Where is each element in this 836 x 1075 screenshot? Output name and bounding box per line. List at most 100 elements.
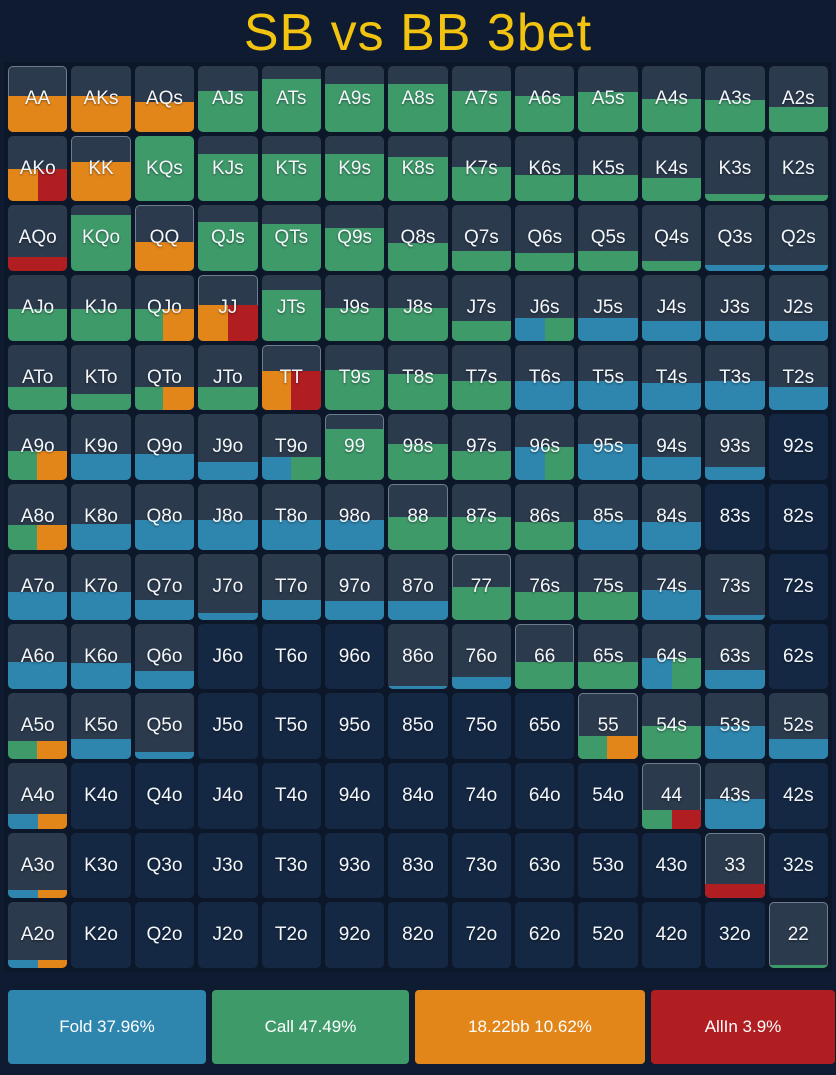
hand-cell-86s[interactable]: 86s bbox=[515, 484, 575, 550]
hand-cell-84o[interactable]: 84o bbox=[388, 762, 448, 829]
hand-cell-55[interactable]: 55 bbox=[578, 693, 638, 759]
hand-cell-76o[interactable]: 76o bbox=[451, 623, 512, 690]
hand-cell-98o[interactable]: 98o bbox=[324, 484, 385, 550]
hand-cell-qto[interactable]: QTo bbox=[134, 344, 195, 411]
hand-cell-ako[interactable]: AKo bbox=[8, 135, 68, 202]
hand-cell-94o[interactable]: 94o bbox=[324, 762, 385, 829]
hand-cell-jj[interactable]: JJ bbox=[198, 275, 258, 341]
hand-cell-95o[interactable]: 95o bbox=[324, 693, 385, 759]
hand-cell-k5s[interactable]: K5s bbox=[578, 135, 638, 202]
hand-cell-a7s[interactable]: A7s bbox=[451, 66, 512, 132]
hand-cell-a4o[interactable]: A4o bbox=[8, 762, 68, 829]
hand-cell-63s[interactable]: 63s bbox=[705, 623, 765, 690]
hand-cell-j3o[interactable]: J3o bbox=[198, 832, 258, 899]
hand-cell-t2s[interactable]: T2s bbox=[768, 344, 828, 411]
hand-cell-k2s[interactable]: K2s bbox=[768, 135, 828, 202]
hand-cell-k7o[interactable]: K7o bbox=[71, 553, 131, 620]
hand-cell-74o[interactable]: 74o bbox=[451, 762, 512, 829]
hand-cell-jts[interactable]: JTs bbox=[261, 275, 321, 341]
hand-cell-63o[interactable]: 63o bbox=[515, 832, 575, 899]
hand-cell-97o[interactable]: 97o bbox=[324, 553, 385, 620]
hand-cell-k6o[interactable]: K6o bbox=[71, 623, 131, 690]
hand-cell-j9s[interactable]: J9s bbox=[324, 275, 385, 341]
hand-cell-q4o[interactable]: Q4o bbox=[134, 762, 195, 829]
hand-cell-a3o[interactable]: A3o bbox=[8, 832, 68, 899]
hand-cell-ats[interactable]: ATs bbox=[261, 66, 321, 132]
hand-cell-tt[interactable]: TT bbox=[261, 344, 321, 411]
hand-cell-85s[interactable]: 85s bbox=[578, 484, 638, 550]
hand-cell-qjo[interactable]: QJo bbox=[134, 275, 195, 341]
hand-cell-kjo[interactable]: KJo bbox=[71, 275, 131, 341]
hand-cell-62o[interactable]: 62o bbox=[515, 902, 575, 968]
hand-cell-t7o[interactable]: T7o bbox=[261, 553, 321, 620]
hand-cell-k3s[interactable]: K3s bbox=[705, 135, 765, 202]
hand-cell-kts[interactable]: KTs bbox=[261, 135, 321, 202]
hand-cell-42s[interactable]: 42s bbox=[768, 762, 828, 829]
hand-cell-k8s[interactable]: K8s bbox=[388, 135, 448, 202]
hand-cell-aks[interactable]: AKs bbox=[71, 66, 131, 132]
hand-cell-kqs[interactable]: KQs bbox=[134, 135, 195, 202]
hand-cell-t3s[interactable]: T3s bbox=[705, 344, 765, 411]
hand-cell-ajo[interactable]: AJo bbox=[8, 275, 68, 341]
hand-cell-83s[interactable]: 83s bbox=[705, 484, 765, 550]
hand-cell-t4s[interactable]: T4s bbox=[641, 344, 702, 411]
hand-cell-54s[interactable]: 54s bbox=[641, 693, 702, 759]
hand-cell-t6s[interactable]: T6s bbox=[515, 344, 575, 411]
hand-cell-83o[interactable]: 83o bbox=[388, 832, 448, 899]
hand-cell-66[interactable]: 66 bbox=[515, 623, 575, 690]
hand-cell-t6o[interactable]: T6o bbox=[261, 623, 321, 690]
hand-cell-q6o[interactable]: Q6o bbox=[134, 623, 195, 690]
hand-cell-kqo[interactable]: KQo bbox=[71, 205, 131, 272]
hand-cell-96s[interactable]: 96s bbox=[515, 414, 575, 481]
hand-cell-j6o[interactable]: J6o bbox=[198, 623, 258, 690]
hand-cell-t9s[interactable]: T9s bbox=[324, 344, 385, 411]
hand-cell-a6o[interactable]: A6o bbox=[8, 623, 68, 690]
hand-cell-kjs[interactable]: KJs bbox=[198, 135, 258, 202]
hand-cell-j5s[interactable]: J5s bbox=[578, 275, 638, 341]
hand-cell-93s[interactable]: 93s bbox=[705, 414, 765, 481]
hand-cell-33[interactable]: 33 bbox=[705, 832, 765, 899]
hand-cell-84s[interactable]: 84s bbox=[641, 484, 702, 550]
hand-cell-a5s[interactable]: A5s bbox=[578, 66, 638, 132]
hand-cell-t9o[interactable]: T9o bbox=[261, 414, 321, 481]
hand-cell-k5o[interactable]: K5o bbox=[71, 693, 131, 759]
hand-cell-t3o[interactable]: T3o bbox=[261, 832, 321, 899]
hand-cell-a8s[interactable]: A8s bbox=[388, 66, 448, 132]
hand-cell-j8s[interactable]: J8s bbox=[388, 275, 448, 341]
hand-cell-99[interactable]: 99 bbox=[324, 414, 385, 481]
hand-cell-aqs[interactable]: AQs bbox=[134, 66, 195, 132]
hand-cell-87s[interactable]: 87s bbox=[451, 484, 512, 550]
hand-cell-98s[interactable]: 98s bbox=[388, 414, 448, 481]
hand-cell-qq[interactable]: QQ bbox=[134, 205, 195, 272]
hand-cell-t4o[interactable]: T4o bbox=[261, 762, 321, 829]
hand-cell-42o[interactable]: 42o bbox=[641, 902, 702, 968]
hand-cell-86o[interactable]: 86o bbox=[388, 623, 448, 690]
hand-cell-j8o[interactable]: J8o bbox=[198, 484, 258, 550]
hand-cell-73o[interactable]: 73o bbox=[451, 832, 512, 899]
hand-cell-j3s[interactable]: J3s bbox=[705, 275, 765, 341]
hand-cell-j4s[interactable]: J4s bbox=[641, 275, 702, 341]
hand-cell-j7s[interactable]: J7s bbox=[451, 275, 512, 341]
hand-cell-t5s[interactable]: T5s bbox=[578, 344, 638, 411]
hand-cell-64o[interactable]: 64o bbox=[515, 762, 575, 829]
hand-cell-54o[interactable]: 54o bbox=[578, 762, 638, 829]
hand-cell-72s[interactable]: 72s bbox=[768, 553, 828, 620]
hand-cell-k4o[interactable]: K4o bbox=[71, 762, 131, 829]
hand-cell-q4s[interactable]: Q4s bbox=[641, 205, 702, 272]
hand-cell-32s[interactable]: 32s bbox=[768, 832, 828, 899]
hand-cell-75o[interactable]: 75o bbox=[451, 693, 512, 759]
hand-cell-q5o[interactable]: Q5o bbox=[134, 693, 195, 759]
hand-cell-75s[interactable]: 75s bbox=[578, 553, 638, 620]
hand-cell-q8s[interactable]: Q8s bbox=[388, 205, 448, 272]
hand-cell-kto[interactable]: KTo bbox=[71, 344, 131, 411]
hand-cell-92s[interactable]: 92s bbox=[768, 414, 828, 481]
hand-cell-k4s[interactable]: K4s bbox=[641, 135, 702, 202]
hand-cell-t5o[interactable]: T5o bbox=[261, 693, 321, 759]
hand-cell-77[interactable]: 77 bbox=[451, 553, 512, 620]
hand-cell-32o[interactable]: 32o bbox=[705, 902, 765, 968]
hand-cell-qjs[interactable]: QJs bbox=[198, 205, 258, 272]
hand-cell-j4o[interactable]: J4o bbox=[198, 762, 258, 829]
hand-cell-62s[interactable]: 62s bbox=[768, 623, 828, 690]
hand-cell-44[interactable]: 44 bbox=[641, 762, 702, 829]
hand-cell-92o[interactable]: 92o bbox=[324, 902, 385, 968]
